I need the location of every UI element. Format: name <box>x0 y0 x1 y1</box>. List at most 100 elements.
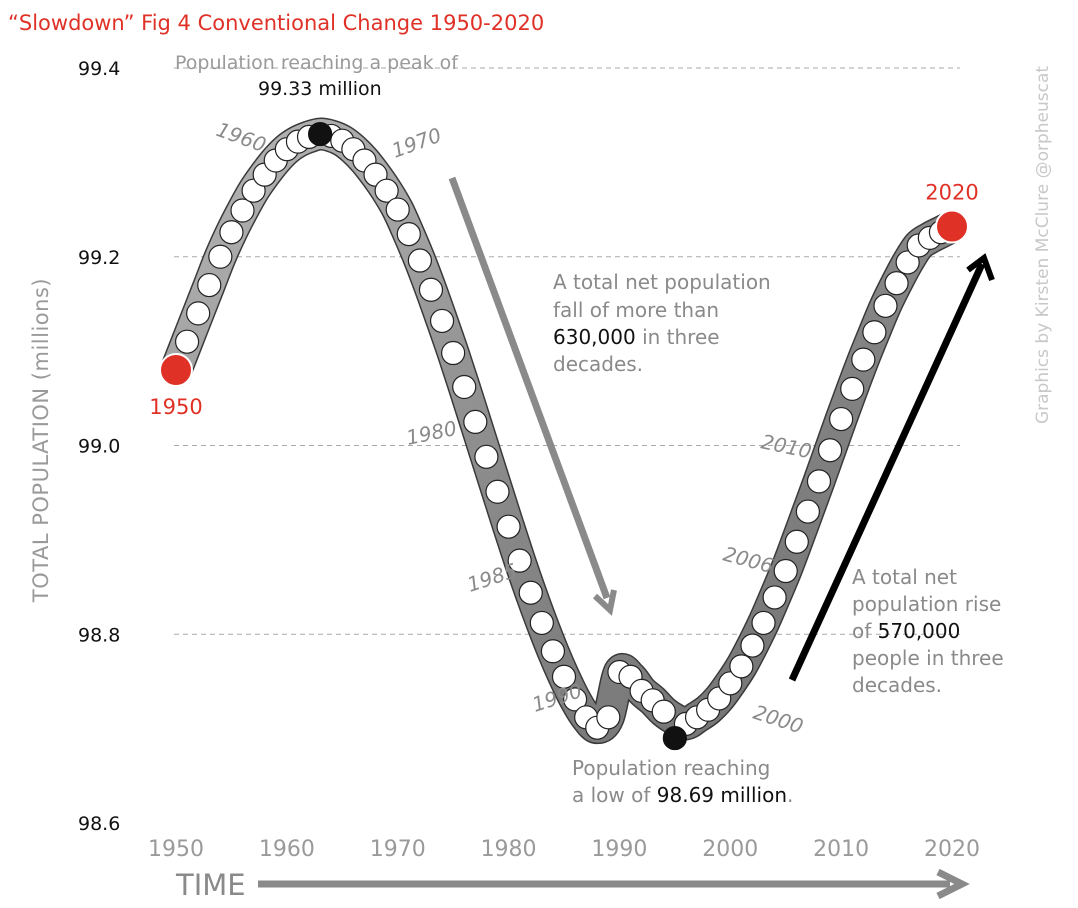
rise-annotation-line1: A total net <box>852 565 957 589</box>
grid-layer: 99.4 99.2 99.0 98.8 98.6 1950 1960 1970 1980 1990… <box>78 58 980 862</box>
peak-annotation-value: 99.33 million <box>258 78 382 100</box>
highlight-point <box>159 353 193 387</box>
data-point <box>441 340 466 366</box>
curve-year-label: 2010 <box>759 429 814 463</box>
x-tick-label: 1990 <box>591 837 647 862</box>
curve-year-label: 1985 <box>464 558 520 597</box>
data-points: 1950 2020 <box>149 121 979 751</box>
peak-annotation-line1: Population reaching a peak of <box>175 52 459 74</box>
x-tick-label: 2020 <box>924 837 980 862</box>
curve-year-label: 1980 <box>404 416 459 450</box>
data-point <box>851 347 876 372</box>
data-point <box>418 277 444 302</box>
data-point <box>773 558 798 584</box>
data-point <box>429 308 455 334</box>
data-point <box>496 514 521 539</box>
data-point <box>873 293 898 318</box>
data-point <box>729 654 754 679</box>
data-point <box>651 699 676 724</box>
data-point <box>230 198 255 223</box>
data-point <box>884 271 909 296</box>
data-point <box>463 409 488 435</box>
highlight-point <box>935 209 969 244</box>
chart-title: “Slowdown” Fig 4 Conventional Change 195… <box>8 11 544 35</box>
data-point <box>740 633 765 658</box>
time-arrow <box>258 868 970 900</box>
data-point <box>817 438 843 463</box>
curve-year-label: 2000 <box>750 700 806 739</box>
data-point <box>485 479 510 504</box>
fall-annotation-line3: 630,000 in three <box>553 325 720 349</box>
credit: Graphics by Kirsten McClure @orpheuscat <box>1033 66 1053 424</box>
data-point <box>452 374 477 400</box>
rise-annotation-before-value: of <box>852 619 878 643</box>
data-point <box>762 585 787 610</box>
low-annotation-value: 98.69 million <box>657 783 787 807</box>
fall-annotation-line1: A total net population <box>553 270 771 294</box>
data-point <box>374 178 399 203</box>
data-point <box>518 580 543 605</box>
fall-annotation-after-value: in three <box>636 325 720 349</box>
extreme-point <box>308 121 333 147</box>
rise-annotation-line3: of 570,000 <box>852 619 960 643</box>
rise-annotation-line2: population rise <box>852 592 1001 616</box>
data-point <box>862 320 887 345</box>
data-point <box>186 301 211 326</box>
data-point <box>596 705 621 730</box>
fall-annotation-value: 630,000 <box>553 325 636 349</box>
curve-tube <box>159 117 969 745</box>
data-point <box>751 610 776 636</box>
low-annotation-after-value: . <box>787 783 793 807</box>
data-point <box>795 499 820 524</box>
data-point <box>396 222 421 247</box>
x-tick-label: 1950 <box>148 837 204 862</box>
data-point <box>718 671 743 696</box>
y-axis-label: TOTAL POPULATION (millions) <box>29 278 53 603</box>
fall-annotation-line4: decades. <box>553 352 643 376</box>
rise-annotation-line5: decades. <box>852 673 942 697</box>
data-point <box>474 444 499 469</box>
low-annotation-line2: a low of 98.69 million. <box>572 783 793 807</box>
data-point <box>208 244 233 269</box>
curve-year-label: 2006 <box>721 542 776 578</box>
rise-annotation-value: 570,000 <box>878 619 961 643</box>
data-point <box>197 272 222 298</box>
data-point <box>551 664 577 689</box>
data-point <box>784 529 809 554</box>
data-point <box>540 639 566 664</box>
y-tick-label: 98.8 <box>78 624 120 646</box>
highlight-point-label: 1950 <box>149 395 202 419</box>
highlight-point-label: 2020 <box>925 181 978 205</box>
data-point <box>806 469 832 494</box>
data-point <box>840 376 865 401</box>
x-tick-label: 2010 <box>813 837 869 862</box>
data-point <box>895 250 920 275</box>
data-point <box>829 406 854 432</box>
fall-arrow <box>448 176 617 616</box>
low-annotation-before-value: a low of <box>572 783 657 807</box>
y-tick-label: 99.4 <box>78 58 120 80</box>
y-tick-label: 99.2 <box>78 247 120 269</box>
data-point <box>407 248 432 273</box>
rise-arrow <box>788 253 995 682</box>
y-tick-label: 98.6 <box>78 813 120 835</box>
data-point <box>174 329 200 354</box>
x-axis-label: TIME <box>175 868 246 902</box>
rise-annotation-line4: people in three <box>852 646 1004 670</box>
data-point <box>529 610 554 636</box>
data-point <box>385 197 410 222</box>
curve-year-label: 1960 <box>213 117 269 157</box>
fall-annotation-line2: fall of more than <box>553 298 719 322</box>
x-tick-label: 2000 <box>702 837 758 862</box>
x-tick-label: 1960 <box>259 837 315 862</box>
data-point <box>219 220 244 245</box>
data-point <box>507 548 532 573</box>
x-tick-label: 1970 <box>370 837 426 862</box>
x-tick-label: 1980 <box>481 837 537 862</box>
extreme-point <box>662 725 687 751</box>
data-point <box>562 687 588 712</box>
curve-year-label: 1970 <box>389 123 445 163</box>
low-annotation-line1: Population reaching <box>572 756 770 780</box>
y-tick-label: 99.0 <box>78 436 120 458</box>
